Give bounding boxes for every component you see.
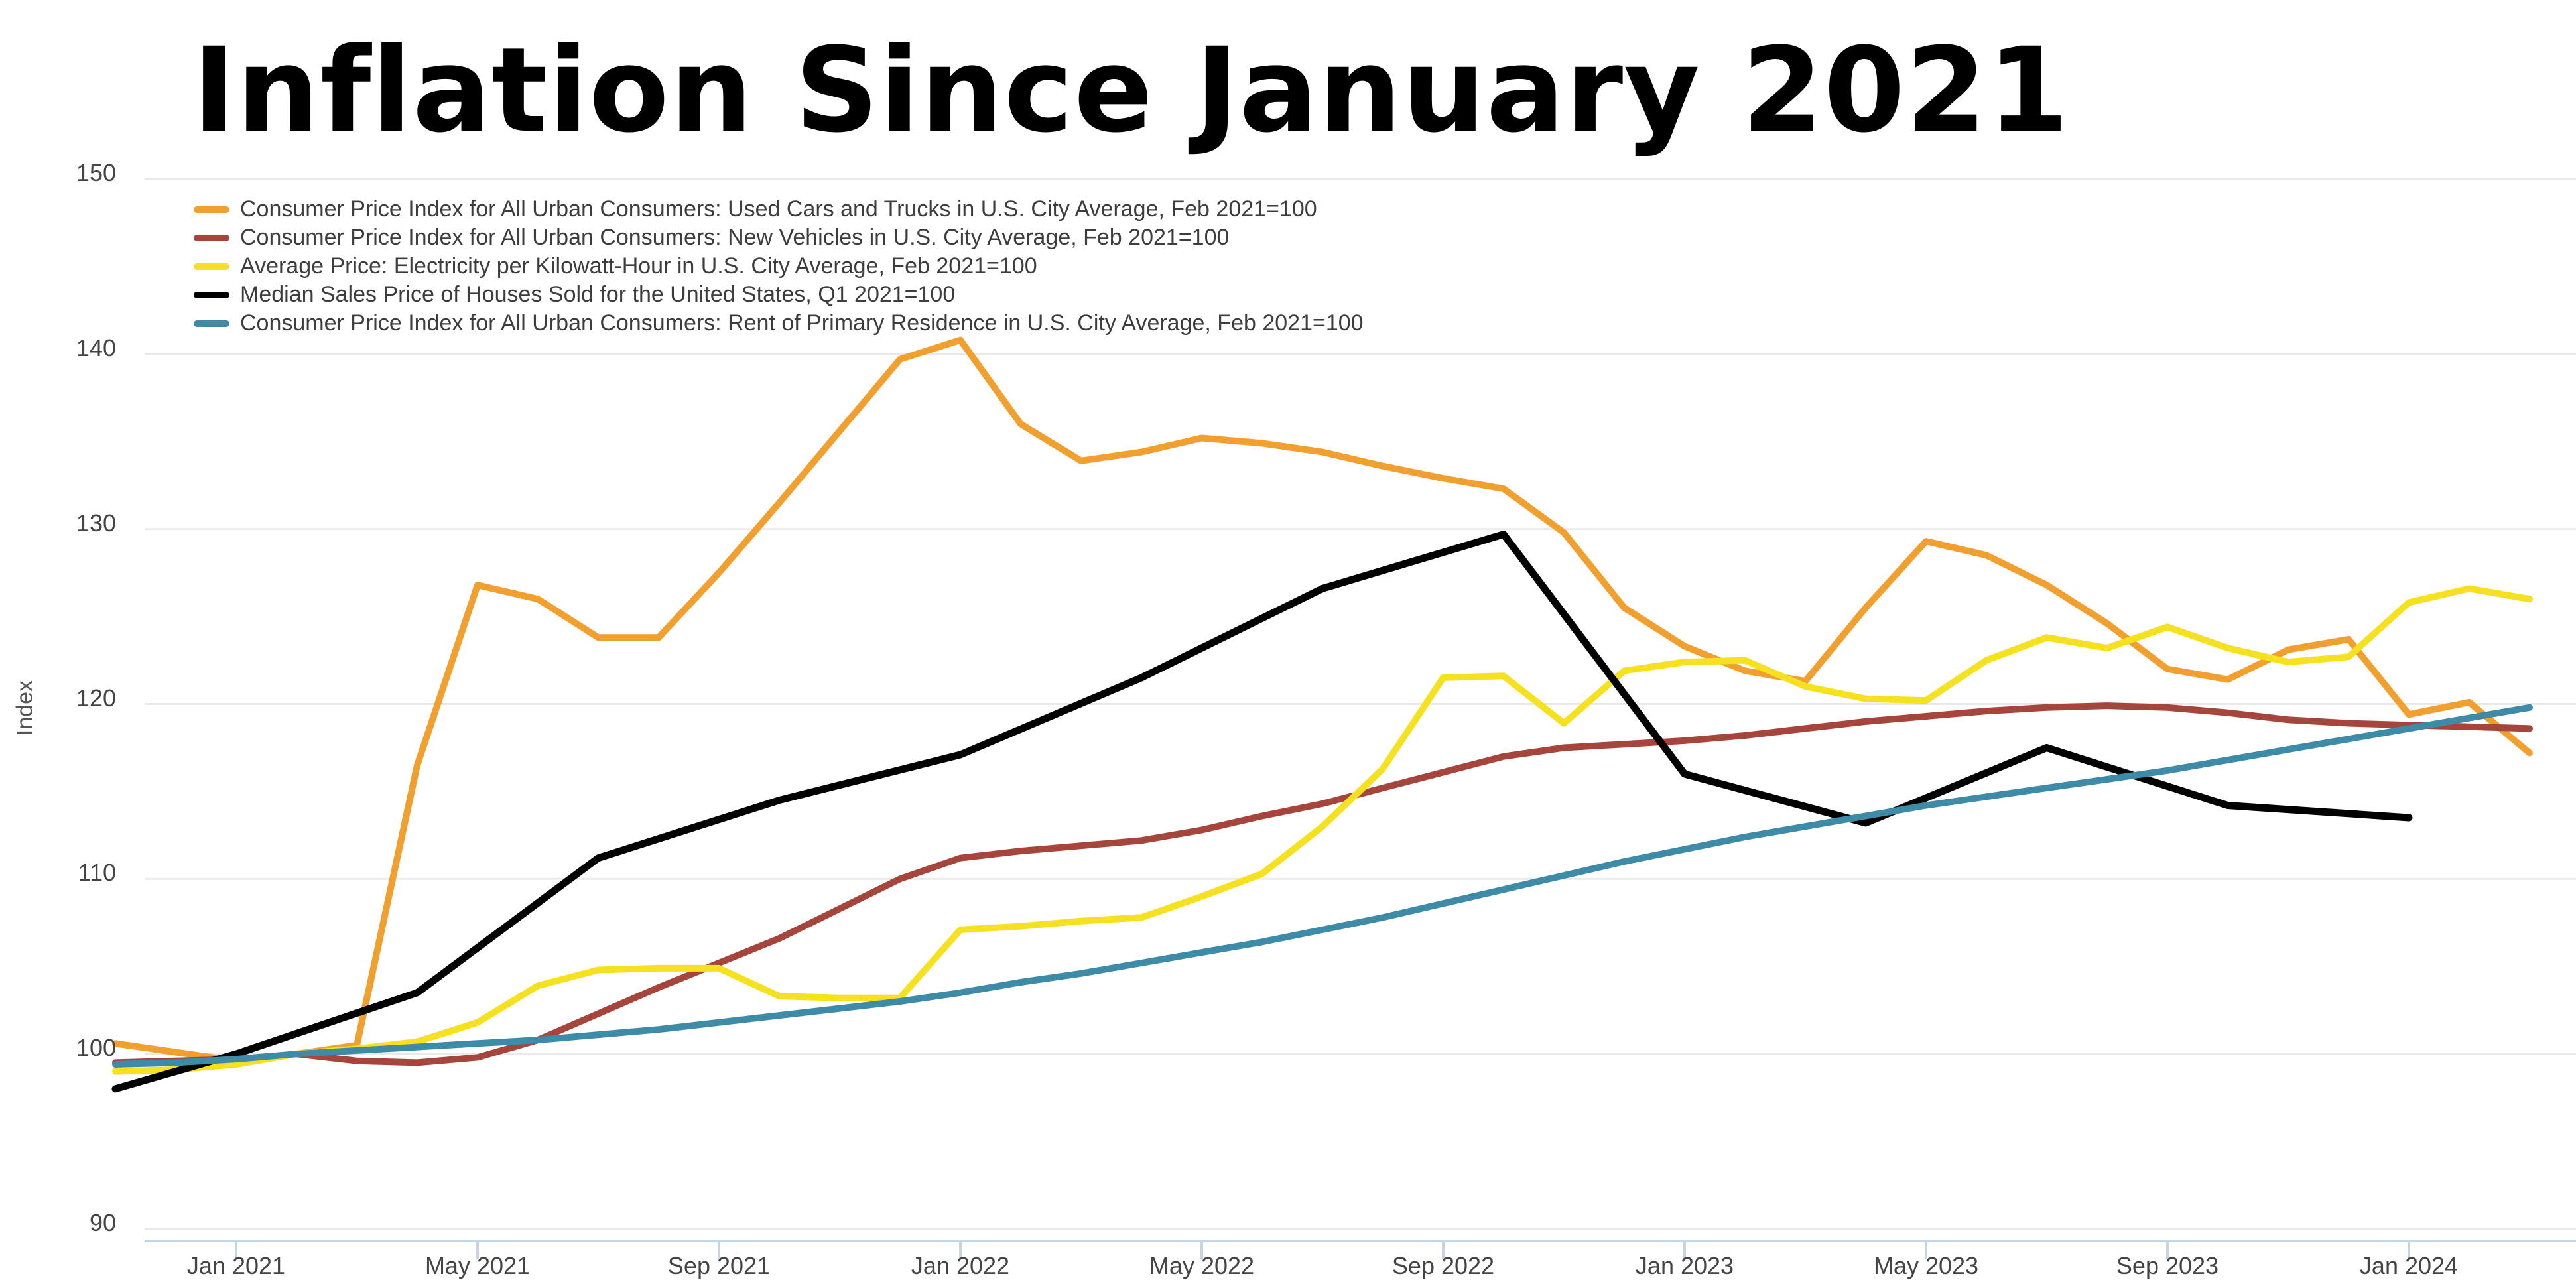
y-tick-label: 110 (78, 859, 116, 887)
series-line-electricity (112, 585, 2533, 1075)
legend-label: Consumer Price Index for All Urban Consu… (240, 196, 1317, 222)
y-tick-label: 120 (76, 684, 116, 712)
y-tick-label: 140 (76, 334, 116, 361)
y-tick-label: 130 (76, 509, 116, 537)
y-tick-label: 150 (76, 159, 116, 187)
series-line-houses (111, 531, 2413, 1093)
x-tick-label: Jan 2021 (186, 1252, 286, 1279)
legend-item-houses: Median Sales Price of Houses Sold for th… (194, 281, 1364, 309)
legend-item-new_vehicles: Consumer Price Index for All Urban Consu… (194, 224, 1364, 252)
series-line-rent (112, 704, 2533, 1068)
legend-item-rent: Consumer Price Index for All Urban Consu… (194, 309, 1364, 338)
y-tick-label: 100 (76, 1034, 116, 1062)
y-tick-label: 90 (89, 1209, 116, 1236)
legend-label: Average Price: Electricity per Kilowatt-… (240, 253, 1037, 279)
legend-swatch-houses (194, 291, 229, 298)
x-tick-label: May 2023 (1873, 1252, 1979, 1279)
x-tick-label: Jan 2023 (1635, 1252, 1734, 1279)
legend-item-electricity: Average Price: Electricity per Kilowatt-… (194, 252, 1364, 281)
x-tick-label: Sep 2021 (667, 1252, 771, 1279)
legend-swatch-rent (194, 320, 229, 327)
x-tick-label: Jan 2024 (2359, 1252, 2459, 1279)
series-line-used_cars (112, 336, 2533, 1064)
x-tick-label: May 2022 (1149, 1252, 1255, 1279)
legend-swatch-electricity (194, 263, 229, 270)
chart-title: Inflation Since January 2021 (192, 23, 2069, 159)
legend: Consumer Price Index for All Urban Consu… (194, 195, 1364, 338)
legend-swatch-used_cars (194, 206, 229, 213)
legend-item-used_cars: Consumer Price Index for All Urban Consu… (194, 195, 1364, 224)
legend-swatch-new_vehicles (194, 234, 229, 241)
x-tick-label: Sep 2022 (1391, 1252, 1495, 1279)
series-line-new_vehicles (112, 702, 2533, 1066)
x-tick-label: May 2021 (424, 1252, 531, 1279)
x-tick-label: Sep 2023 (2116, 1252, 2219, 1279)
x-tick-label: Jan 2022 (911, 1252, 1010, 1279)
legend-label: Consumer Price Index for All Urban Consu… (240, 310, 1364, 336)
legend-label: Median Sales Price of Houses Sold for th… (240, 282, 956, 307)
legend-label: Consumer Price Index for All Urban Consu… (240, 225, 1230, 250)
